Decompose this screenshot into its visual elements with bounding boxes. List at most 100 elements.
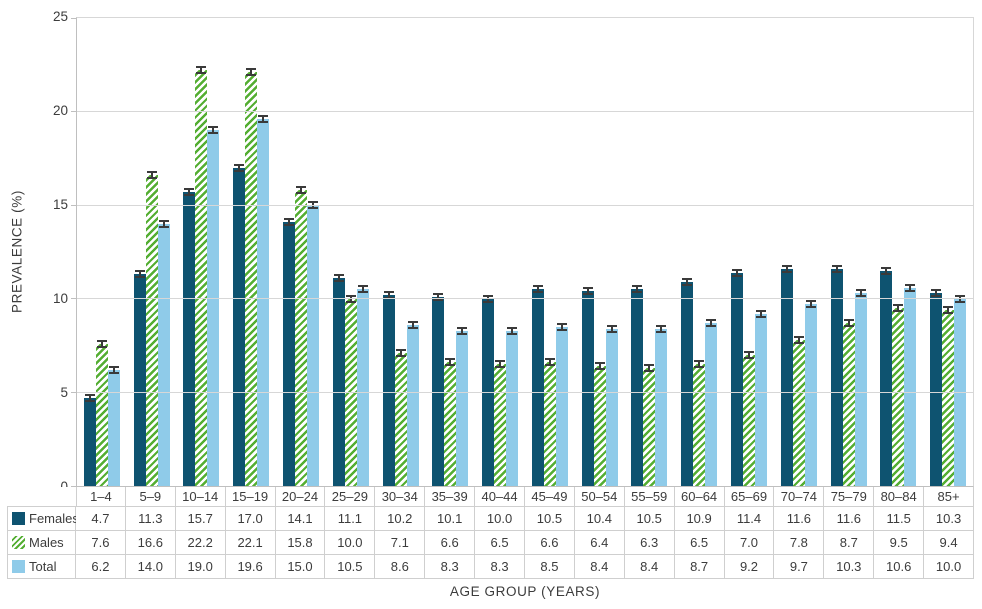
bar-males-70-74 [792, 335, 805, 486]
error-bar-stem [200, 68, 203, 73]
x-axis-title: AGE GROUP (YEARS) [449, 584, 601, 599]
bar-females-25-29 [332, 274, 345, 486]
table-value-males-15-19: 22.1 [225, 531, 276, 555]
error-bar-stem [610, 326, 613, 331]
error-bar-stem [262, 117, 265, 122]
bar-females-20-24 [283, 218, 296, 486]
table-header-30-34: 30–34 [375, 487, 426, 507]
table-value-total-45-49: 8.5 [525, 555, 575, 579]
error-bar-stem [150, 173, 153, 178]
y-tick-label-15: 15 [52, 197, 68, 212]
error-bar [296, 186, 307, 195]
error-bar [134, 270, 145, 279]
bar-total-30-34 [406, 321, 419, 486]
bar-total-25-29 [356, 285, 369, 486]
error-bar [158, 219, 169, 228]
y-tick-label-5: 5 [60, 385, 68, 400]
error-bar-stem [238, 165, 241, 170]
bar-females-5-9 [133, 270, 146, 486]
table-header-80-84: 80–84 [874, 487, 925, 507]
error-bar [84, 394, 95, 403]
table-value-males-70-74: 7.8 [774, 531, 825, 555]
bar-females-10-14 [183, 188, 196, 486]
gridline-20 [77, 111, 973, 113]
y-tick-label-0: 0 [0, 479, 68, 495]
y-tick-label-20: 20 [52, 103, 68, 118]
error-bar [196, 66, 207, 75]
table-value-total-15-19: 19.6 [225, 555, 276, 579]
bar-males-10-14 [195, 66, 208, 486]
error-bar-stem [411, 323, 414, 328]
table-value-females-55-59: 10.5 [624, 507, 675, 531]
error-bar [357, 285, 368, 294]
table-value-males-25-29: 10.0 [325, 531, 376, 555]
table-value-females-10-14: 15.7 [175, 507, 226, 531]
error-bar [495, 360, 506, 369]
error-bar-stem [598, 364, 601, 369]
table-value-females-60-64: 10.9 [674, 507, 725, 531]
error-bar [855, 289, 866, 298]
bar-males-80-84 [892, 304, 905, 486]
error-bar [632, 285, 643, 294]
error-bar [881, 266, 892, 275]
bar-males-30-34 [394, 349, 407, 486]
table-value-males-55-59: 6.3 [624, 531, 675, 555]
table-value-total-70-74: 9.7 [774, 555, 825, 579]
bar-males-1-4 [95, 339, 108, 486]
table-value-males-75-79: 8.7 [824, 531, 875, 555]
table-value-males-1-4: 7.6 [76, 531, 126, 555]
bar-males-55-59 [643, 364, 656, 486]
legend-swatch-females [12, 512, 25, 525]
bar-group-30-34 [376, 18, 426, 486]
y-tick-mark-20 [71, 111, 77, 113]
bar-males-20-24 [295, 186, 308, 486]
table-header-45-49: 45–49 [525, 487, 575, 507]
bar-females-80-84 [880, 266, 893, 486]
bar-females-70-74 [780, 264, 793, 486]
table-header-25-29: 25–29 [325, 487, 376, 507]
table-value-total-60-64: 8.7 [674, 555, 725, 579]
table-value-total-5-9: 14.0 [125, 555, 176, 579]
error-bar-stem [785, 266, 788, 271]
table-header-20-24: 20–24 [275, 487, 326, 507]
error-bar [96, 339, 107, 348]
bar-group-80-84 [874, 18, 924, 486]
table-value-males-45-49: 6.6 [525, 531, 575, 555]
error-bar-stem [835, 266, 838, 271]
error-bar-stem [449, 360, 452, 365]
error-bar-stem [710, 321, 713, 326]
error-bar [931, 289, 942, 298]
bar-total-15-19 [257, 115, 270, 486]
table-header-40-44: 40–44 [475, 487, 525, 507]
error-bar [831, 264, 842, 273]
error-bar [694, 360, 705, 369]
error-bar [682, 277, 693, 286]
bar-females-30-34 [382, 291, 395, 486]
legend-swatch-total [12, 560, 25, 573]
error-bar [544, 358, 555, 367]
bar-females-55-59 [631, 285, 644, 486]
error-bar-stem [935, 291, 938, 296]
error-bar [793, 335, 804, 344]
error-bar [246, 68, 257, 77]
bar-females-75-79 [830, 264, 843, 486]
bar-group-35-39 [425, 18, 475, 486]
table-value-total-35-39: 8.3 [425, 555, 476, 579]
error-bar-stem [897, 306, 900, 311]
error-bar-stem [660, 326, 663, 331]
table-value-total-75-79: 10.3 [824, 555, 875, 579]
table-value-total-55-59: 8.4 [624, 555, 675, 579]
error-bar-stem [736, 270, 739, 275]
table-header-60-64: 60–64 [674, 487, 725, 507]
bar-group-1-4 [77, 18, 127, 486]
table-value-total-25-29: 10.5 [325, 555, 376, 579]
table-header-70-74: 70–74 [774, 487, 825, 507]
table-value-females-25-29: 11.1 [325, 507, 376, 531]
table-value-males-30-34: 7.1 [375, 531, 426, 555]
error-bar-stem [698, 362, 701, 367]
error-bar-stem [809, 302, 812, 307]
table-header-35-39: 35–39 [425, 487, 476, 507]
legend-item-total: Total [7, 555, 76, 579]
error-bar-stem [437, 294, 440, 299]
